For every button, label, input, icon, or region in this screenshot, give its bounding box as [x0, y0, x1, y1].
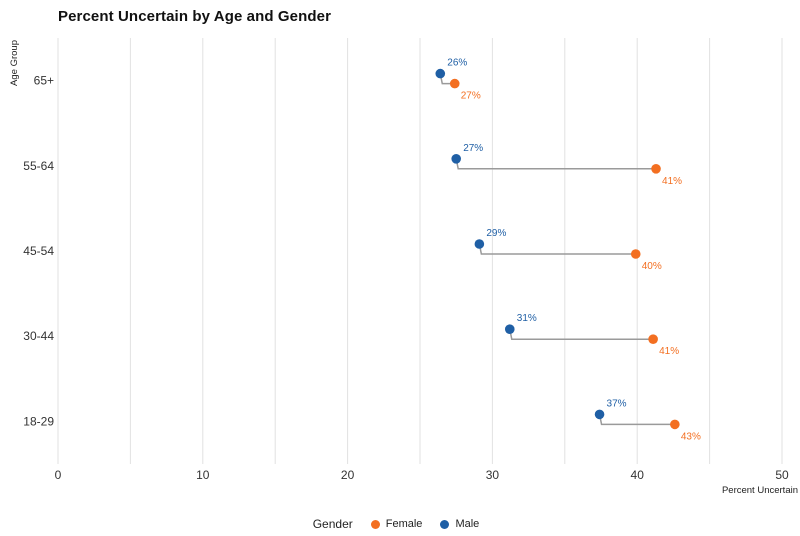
chart-title: Percent Uncertain by Age and Gender — [58, 8, 332, 25]
female-point — [648, 334, 658, 345]
female-data-label: 43% — [681, 431, 701, 442]
legend-label-male: Male — [455, 518, 480, 530]
x-tick-label: 10 — [196, 468, 210, 482]
female-point — [670, 419, 680, 430]
male-data-label: 27% — [463, 143, 483, 154]
female-data-label: 41% — [662, 176, 682, 187]
male-point — [474, 239, 485, 249]
x-tick-label: 20 — [341, 468, 355, 482]
legend-item-female: Female — [370, 518, 423, 530]
connector-line — [478, 243, 636, 255]
x-tick-label: 30 — [486, 468, 500, 482]
female-point — [449, 78, 460, 89]
connector-line — [455, 158, 657, 170]
legend-title: Gender — [312, 517, 353, 531]
female-data-label: 27% — [461, 91, 481, 102]
x-tick-label: 0 — [55, 468, 62, 482]
male-point — [451, 154, 462, 164]
male-point — [435, 68, 446, 79]
male-data-label: 29% — [486, 228, 506, 239]
y-tick-label: 45-54 — [23, 244, 54, 258]
x-tick-label: 40 — [631, 468, 645, 482]
male-data-label: 31% — [517, 313, 537, 324]
connector-line — [509, 329, 654, 340]
x-axis-title: Percent Uncertain — [722, 485, 798, 496]
y-tick-label: 55-64 — [23, 159, 54, 173]
y-axis-title: Age Group — [9, 40, 20, 86]
y-tick-label: 65+ — [34, 74, 54, 88]
male-legend-marker — [440, 519, 450, 529]
male-data-label: 26% — [447, 58, 467, 69]
legend-label-female: Female — [385, 518, 423, 530]
x-tick-label: 50 — [775, 468, 789, 482]
male-point — [594, 409, 605, 420]
legend-item-male: Male — [440, 518, 479, 530]
female-data-label: 41% — [659, 346, 679, 357]
female-legend-marker — [370, 519, 380, 529]
male-data-label: 37% — [607, 398, 627, 409]
y-tick-label: 30-44 — [23, 329, 54, 343]
legend: Gender Female Male — [0, 517, 800, 531]
male-point — [504, 324, 515, 335]
y-tick-label: 18-29 — [23, 414, 54, 428]
female-data-label: 40% — [642, 261, 662, 272]
female-point — [630, 249, 641, 259]
female-point — [651, 164, 661, 174]
